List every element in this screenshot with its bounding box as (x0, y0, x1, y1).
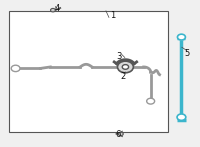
Circle shape (118, 132, 123, 136)
Circle shape (11, 65, 20, 72)
Circle shape (177, 114, 186, 120)
Circle shape (122, 65, 129, 69)
Bar (9, 11, 168, 132)
Text: 1: 1 (110, 11, 116, 20)
Text: 6: 6 (115, 130, 121, 139)
Text: 3: 3 (116, 52, 122, 61)
Circle shape (177, 34, 185, 40)
Circle shape (117, 61, 133, 73)
Circle shape (147, 98, 155, 104)
Text: 5: 5 (185, 49, 190, 58)
Text: 2: 2 (120, 72, 125, 81)
Text: 4: 4 (55, 4, 60, 13)
Circle shape (51, 8, 55, 12)
